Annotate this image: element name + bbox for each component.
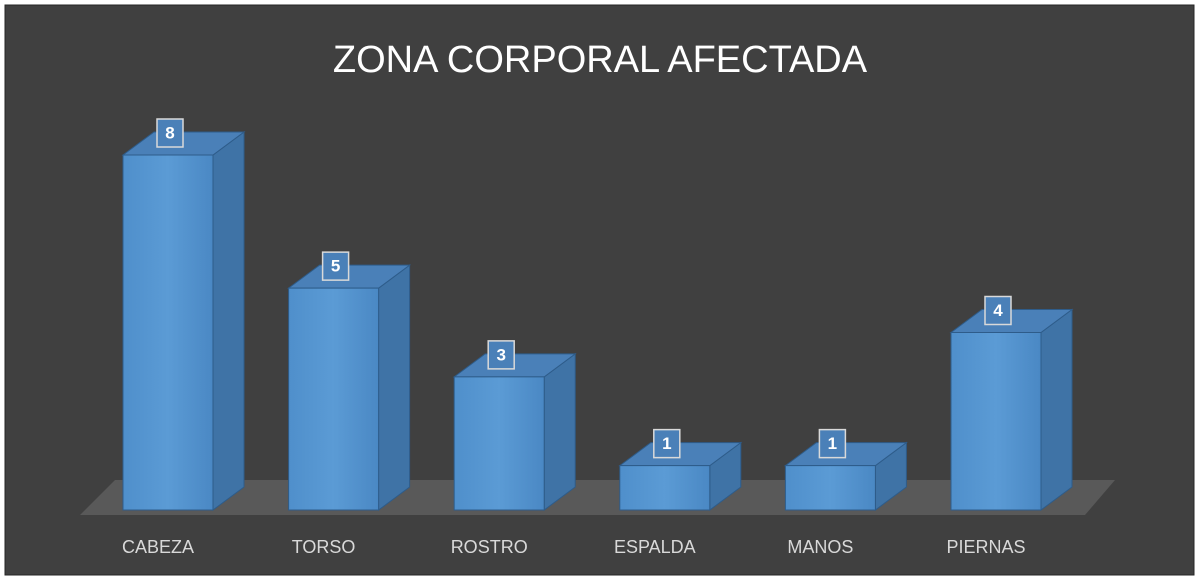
bar (288, 287, 380, 511)
data-label: 1 (662, 434, 671, 453)
bar (784, 465, 876, 511)
data-label-box (487, 340, 515, 370)
x-tick-label: ROSTRO (451, 537, 528, 557)
data-label-box (321, 251, 350, 281)
x-tick-label: TORSO (292, 537, 356, 557)
data-label: 8 (165, 123, 174, 142)
x-tick-label: CABEZA (122, 537, 194, 557)
data-label: 3 (496, 345, 505, 364)
bar (122, 154, 214, 511)
data-label: 1 (828, 434, 837, 453)
x-tick-label: ESPALDA (614, 537, 696, 557)
data-label-box (818, 428, 847, 459)
x-tick-label: MANOS (787, 537, 853, 557)
bar-side (543, 352, 576, 511)
bar (453, 376, 545, 511)
chart-title: ZONA CORPORAL AFECTADA (333, 39, 868, 81)
bar-side (378, 264, 411, 511)
bar (950, 332, 1042, 511)
bar (619, 465, 711, 511)
data-label-box (156, 118, 184, 148)
x-tick-label: PIERNAS (946, 537, 1025, 557)
data-label-box (984, 295, 1012, 326)
data-label: 4 (993, 301, 1003, 320)
data-label: 5 (331, 257, 340, 276)
bar-side (1040, 308, 1073, 511)
bar-side (212, 131, 245, 511)
data-label-box (653, 428, 681, 459)
